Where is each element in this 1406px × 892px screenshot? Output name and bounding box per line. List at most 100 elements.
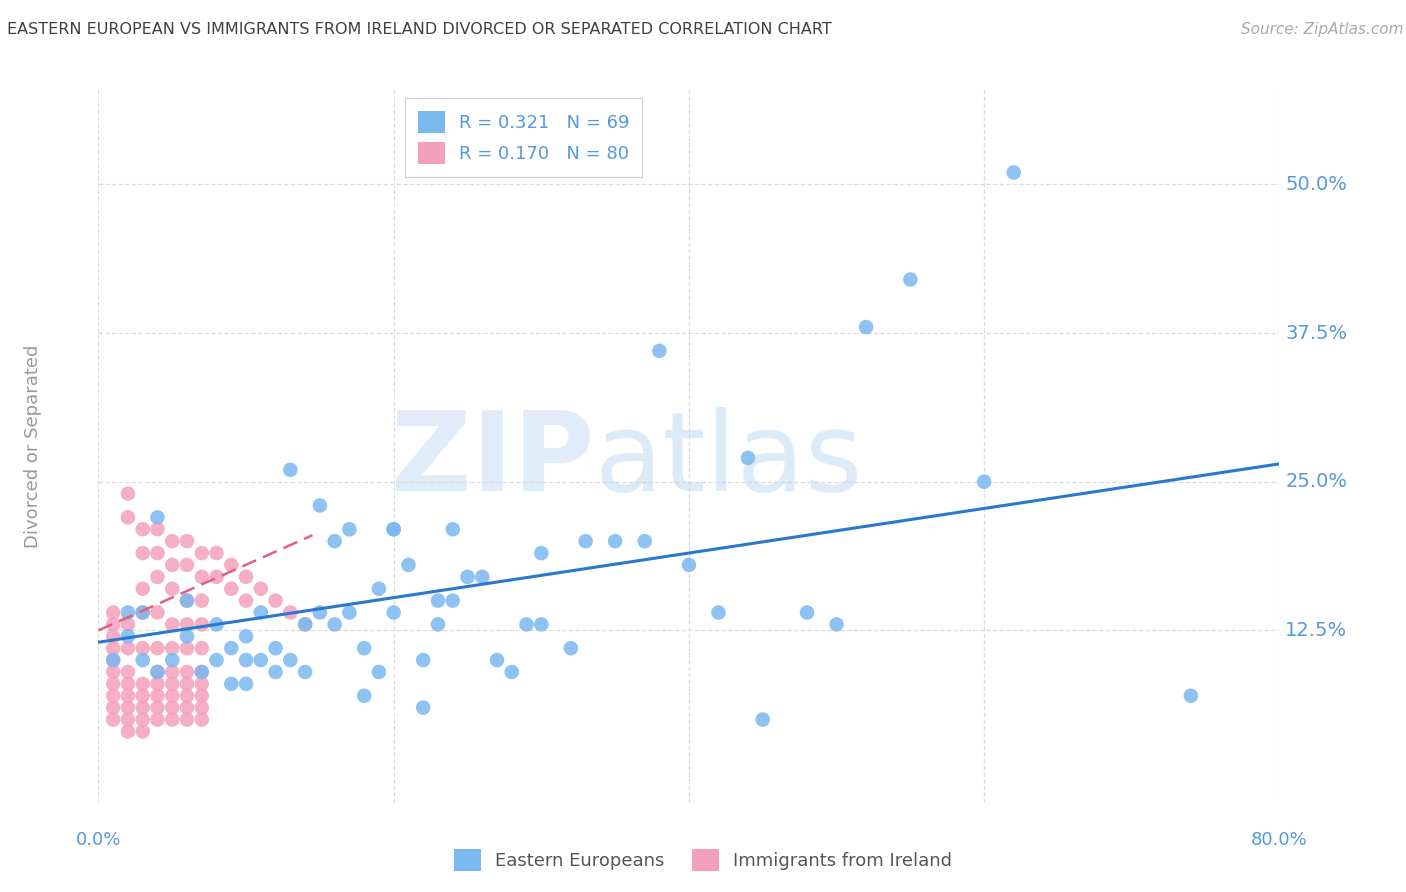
Point [132,724,155,739]
Point [294,617,316,632]
Point [737,450,759,465]
Text: 37.5%: 37.5% [1285,324,1347,343]
Point [678,558,700,572]
Point [146,522,169,536]
Point [162,534,183,549]
Point [250,653,273,667]
Point [382,522,405,536]
Point [146,606,169,620]
Point [191,546,214,560]
Point [633,534,655,549]
Point [103,700,125,714]
Point [382,522,405,536]
Point [132,689,155,703]
Point [219,582,242,596]
Point [176,534,198,549]
Point [235,677,257,691]
Point [648,343,671,358]
Point [132,582,155,596]
Legend: R = 0.321   N = 69, R = 0.170   N = 80: R = 0.321 N = 69, R = 0.170 N = 80 [405,98,643,177]
Point [796,606,818,620]
Point [176,713,198,727]
Point [146,700,169,714]
Point [353,689,375,703]
Point [441,522,464,536]
Point [205,653,228,667]
Point [323,617,346,632]
Point [162,617,183,632]
Point [103,677,125,691]
Point [146,689,169,703]
Point [162,641,183,656]
Text: ZIP: ZIP [391,407,595,514]
Point [176,617,198,632]
Point [146,510,169,524]
Point [973,475,995,489]
Point [176,593,198,607]
Text: EASTERN EUROPEAN VS IMMIGRANTS FROM IRELAND DIVORCED OR SEPARATED CORRELATION CH: EASTERN EUROPEAN VS IMMIGRANTS FROM IREL… [7,22,832,37]
Point [235,629,257,643]
Point [176,641,198,656]
Point [219,677,242,691]
Point [412,653,434,667]
Point [309,606,332,620]
Point [162,653,183,667]
Point [855,320,877,334]
Text: 0.0%: 0.0% [76,831,121,849]
Point [368,582,391,596]
Point [103,689,125,703]
Point [162,558,183,572]
Point [132,677,155,691]
Point [146,641,169,656]
Point [205,546,228,560]
Point [191,570,214,584]
Point [235,653,257,667]
Point [309,499,332,513]
Point [412,700,434,714]
Point [486,653,509,667]
Point [146,570,169,584]
Point [176,700,198,714]
Point [103,641,125,656]
Point [337,606,360,620]
Point [278,606,302,620]
Point [162,665,183,679]
Point [176,593,198,607]
Point [396,558,419,572]
Point [132,546,155,560]
Point [103,629,125,643]
Point [219,558,242,572]
Point [162,582,183,596]
Point [132,606,155,620]
Point [191,641,214,656]
Point [278,463,302,477]
Point [162,689,183,703]
Legend: Eastern Europeans, Immigrants from Ireland: Eastern Europeans, Immigrants from Irela… [447,842,959,879]
Point [117,724,139,739]
Point [191,677,214,691]
Point [264,641,287,656]
Point [132,713,155,727]
Point [103,653,125,667]
Point [146,546,169,560]
Point [117,629,139,643]
Point [294,665,316,679]
Point [117,606,139,620]
Point [501,665,523,679]
Point [191,665,214,679]
Point [605,534,627,549]
Point [235,570,257,584]
Point [1002,165,1025,179]
Point [250,582,273,596]
Point [117,689,139,703]
Point [250,606,273,620]
Point [382,606,405,620]
Point [132,700,155,714]
Point [132,653,155,667]
Point [132,606,155,620]
Point [103,617,125,632]
Point [368,665,391,679]
Text: atlas: atlas [595,407,863,514]
Point [427,593,450,607]
Point [205,570,228,584]
